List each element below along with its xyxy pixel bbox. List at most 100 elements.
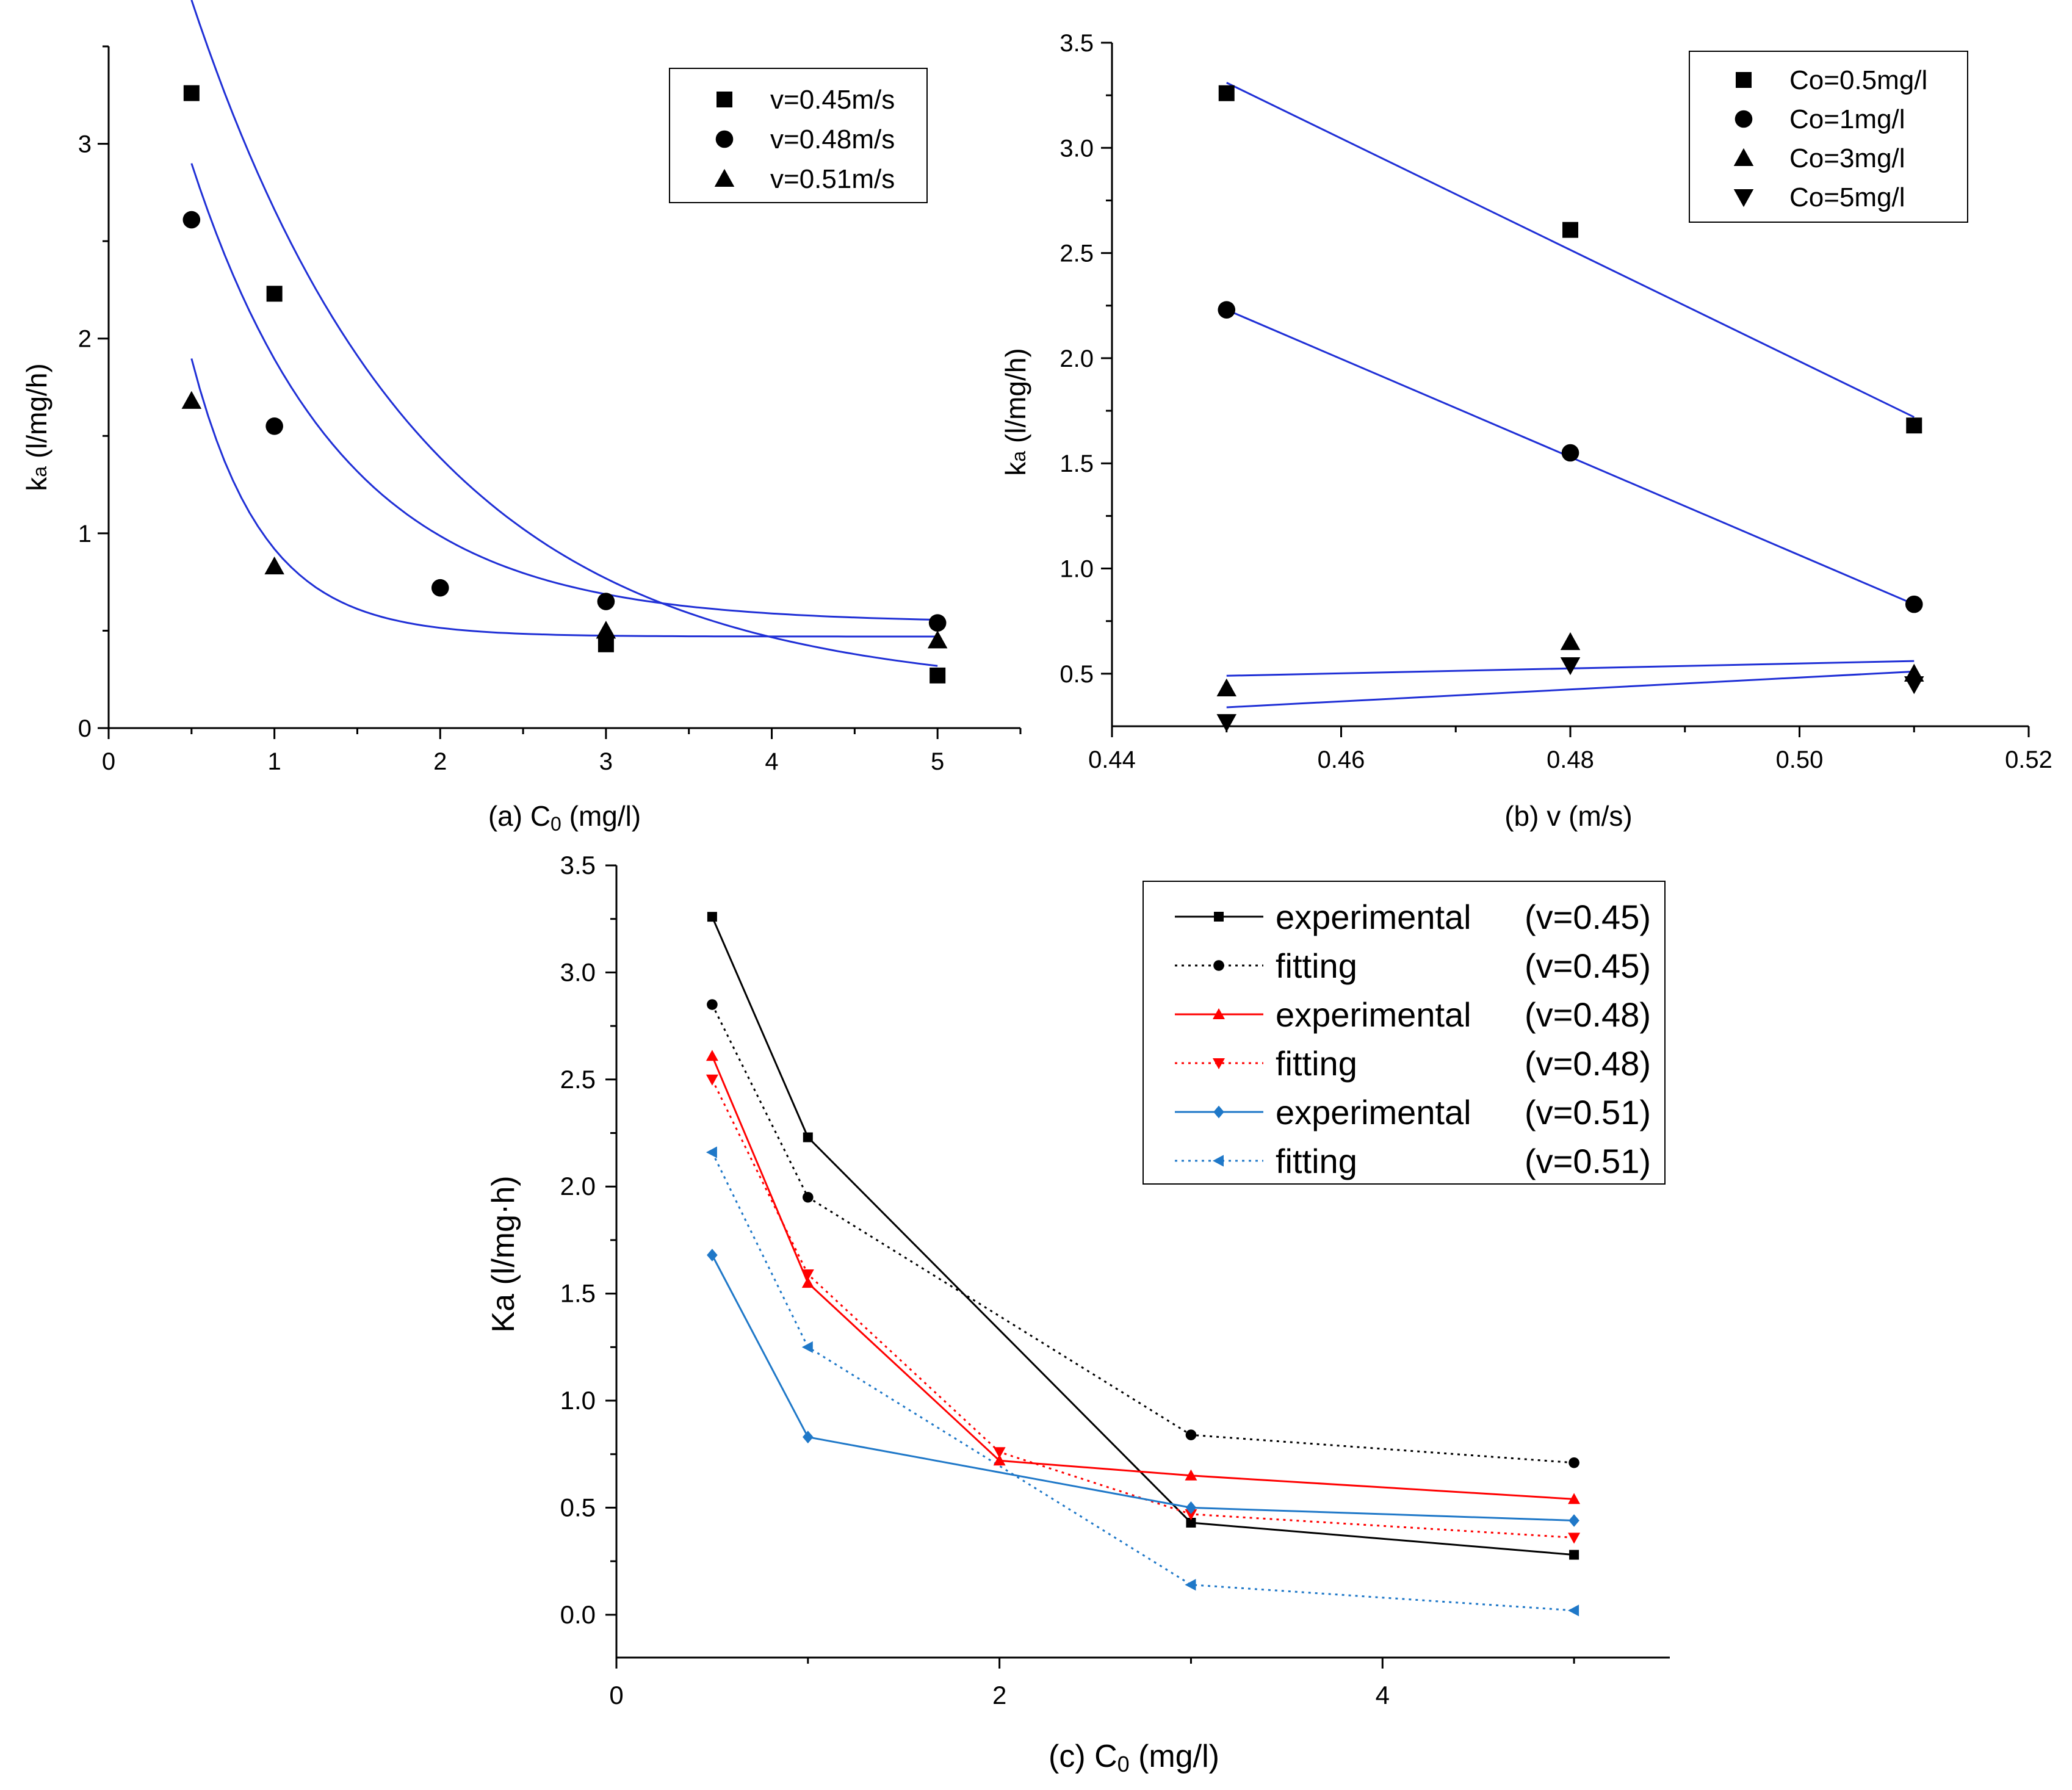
panel-a-x-tick-label: 1 — [268, 748, 281, 775]
panel-c-legend-items — [1175, 912, 1263, 1167]
panel-b-legend-label-2: Co=1mg/l — [1789, 104, 1905, 134]
panel-c-point — [803, 1431, 814, 1444]
panel-a-point — [596, 621, 616, 639]
panel-b-legend-marker-3 — [1733, 148, 1754, 166]
panel-c-series-line-5 — [711, 1254, 1575, 1521]
panel-c-y-tick-label: 0.0 — [560, 1600, 596, 1629]
panel-a-x-tick-label: 3 — [599, 748, 613, 775]
panel-c-legend-left-4: fitting — [1276, 1044, 1357, 1083]
panel-c-x-tick-label: 0 — [609, 1681, 623, 1709]
panel-b-legend-label-3: Co=3mg/l — [1789, 143, 1905, 173]
panel-c-point — [801, 1277, 814, 1288]
panel-c-y-tick-label: 3.5 — [560, 851, 596, 879]
panel-c-legend-right-3: (v=0.48) — [1525, 995, 1651, 1034]
panel-c-legend-box — [1142, 881, 1666, 1185]
panel-b-legend-items — [1733, 72, 1754, 208]
panel-a-point — [266, 286, 283, 302]
panel-a-x-tick-label: 0 — [102, 748, 115, 775]
panel-c-point — [707, 1249, 718, 1261]
panel-c-point — [1185, 1469, 1197, 1481]
panel-a-point — [927, 630, 948, 649]
panel-a-markers — [181, 85, 948, 684]
panel-c-x-tick-label: 2 — [992, 1681, 1006, 1709]
panel-b-legend-label-1: Co=0.5mg/l — [1789, 65, 1927, 95]
panel-a-point — [930, 667, 946, 684]
panel-c-point — [993, 1454, 1006, 1466]
panel-b-legend: Co=0.5mg/l Co=1mg/l Co=3mg/l Co=5mg/l — [1689, 51, 1968, 223]
panel-c-x-tick-label: 4 — [1376, 1681, 1390, 1709]
panel-a-legend-items — [714, 92, 735, 187]
panel-b-y-tick-label: 1.0 — [1059, 556, 1094, 583]
panel-a-x-tick-label: 2 — [433, 748, 447, 775]
panel-b-point — [1560, 657, 1581, 676]
panel-b-caption: (b) v (m/s) — [1504, 800, 1633, 832]
panel-c-series-line-1 — [711, 916, 1575, 1556]
panel-a-fit-curve-3 — [190, 358, 938, 638]
panel-c-series-line-2 — [711, 1004, 1575, 1464]
panel-c-point — [706, 1050, 718, 1061]
panel-c-legend-right-6: (v=0.51) — [1525, 1142, 1651, 1180]
panel-b-point — [1218, 85, 1235, 101]
panel-c-legend-marker-4 — [1213, 1058, 1225, 1069]
panel-a-axes — [98, 45, 1022, 739]
panel-c-point — [993, 1447, 1006, 1459]
panel-c-legend: experimental (v=0.45) fitting (v=0.45) e… — [1142, 881, 1666, 1185]
panel-a-legend-marker-3 — [714, 168, 735, 187]
panel-c-legend-left-1: experimental — [1276, 898, 1471, 936]
panel-b-y-tick-label: 2.0 — [1059, 345, 1094, 372]
panel-a-point — [183, 85, 200, 101]
panel-b-x-tick-label: 0.48 — [1547, 746, 1594, 773]
panel-c-y-tick-label: 3.0 — [560, 958, 596, 986]
panel-b-y-tick-label: 3.0 — [1059, 135, 1094, 162]
panel-a-point — [264, 556, 284, 575]
panel-c-point — [1568, 1532, 1581, 1544]
panel-a-fit-curve-2 — [190, 163, 938, 621]
panel-a-point — [928, 614, 947, 632]
panel-c-point — [1185, 1509, 1197, 1520]
panel-a-legend-box — [669, 68, 928, 203]
panel-b-legend-marker-1 — [1736, 72, 1752, 88]
panel-c-y-tick-label: 2.0 — [560, 1172, 596, 1200]
panel-b-point — [1561, 444, 1579, 462]
panel-b-tick-labels: 0.44 0.46 0.48 0.50 0.52 0.5 1.0 1.5 2.0 2.5 3.0 3.… — [1059, 30, 2052, 773]
panel-b-y-tick-label: 0.5 — [1059, 661, 1094, 688]
panel-c-markers — [706, 912, 1581, 1617]
panel-c-tick-labels: 0 2 4 0.0 0.5 1.0 1.5 2.0 2.5 3.0 3.5 — [560, 851, 1390, 1709]
panel-b-point — [1216, 714, 1236, 732]
panel-a-point — [265, 417, 283, 435]
panel-c-legend-left-3: experimental — [1276, 995, 1471, 1034]
panel-b-point — [1562, 222, 1578, 238]
panel-c-legend-marker-6 — [1213, 1155, 1224, 1167]
panel-c-point — [706, 1074, 718, 1086]
panel-c-point — [1568, 1493, 1581, 1504]
panel-c-legend-left-2: fitting — [1276, 947, 1357, 985]
panel-a-ylabel: ka (l/mg/h) — [21, 363, 52, 491]
panel-c-legend-marker-5 — [1213, 1105, 1224, 1119]
panel-b-x-tick-label: 0.52 — [2005, 746, 2052, 773]
panel-b-legend-label-4: Co=5mg/l — [1789, 182, 1905, 212]
panel-a-point — [431, 579, 449, 597]
panel-b-fit-line-1 — [1226, 82, 1915, 418]
panel-a-legend: v=0.45m/s v=0.48m/s v=0.51m/s — [669, 68, 928, 203]
panel-a-x-tick-label: 4 — [765, 748, 778, 775]
panel-c-point — [1568, 1457, 1579, 1468]
panel-c-legend-right-4: (v=0.48) — [1525, 1044, 1651, 1083]
panel-a-x-tick-label: 5 — [931, 748, 944, 775]
panel-a-point — [597, 593, 615, 610]
panel-c-legend-right-1: (v=0.45) — [1525, 898, 1651, 936]
panel-a-fit-curve-1 — [190, 0, 938, 667]
panel-b-markers — [1216, 85, 1924, 732]
panel-c-legend-right-5: (v=0.51) — [1525, 1093, 1651, 1131]
panel-b-legend-marker-2 — [1734, 110, 1753, 128]
panel-c-y-tick-label: 1.0 — [560, 1386, 596, 1415]
panel-c-legend-marker-1 — [1214, 912, 1224, 922]
panel-a-point — [597, 636, 614, 652]
panel-b-x-tick-label: 0.50 — [1776, 746, 1824, 773]
panel-a-fit-curves — [190, 0, 938, 667]
panel-c-point — [1569, 1550, 1579, 1560]
panel-a: 0 1 2 3 4 5 0 1 2 3 ka (l/mg/h) (a) C0 (mg/l) v=0… — [21, 0, 1022, 835]
panel-a-y-tick-label: 1 — [78, 521, 92, 547]
panel-b-y-tick-label: 1.5 — [1059, 450, 1094, 477]
panel-b-point — [1904, 676, 1924, 695]
